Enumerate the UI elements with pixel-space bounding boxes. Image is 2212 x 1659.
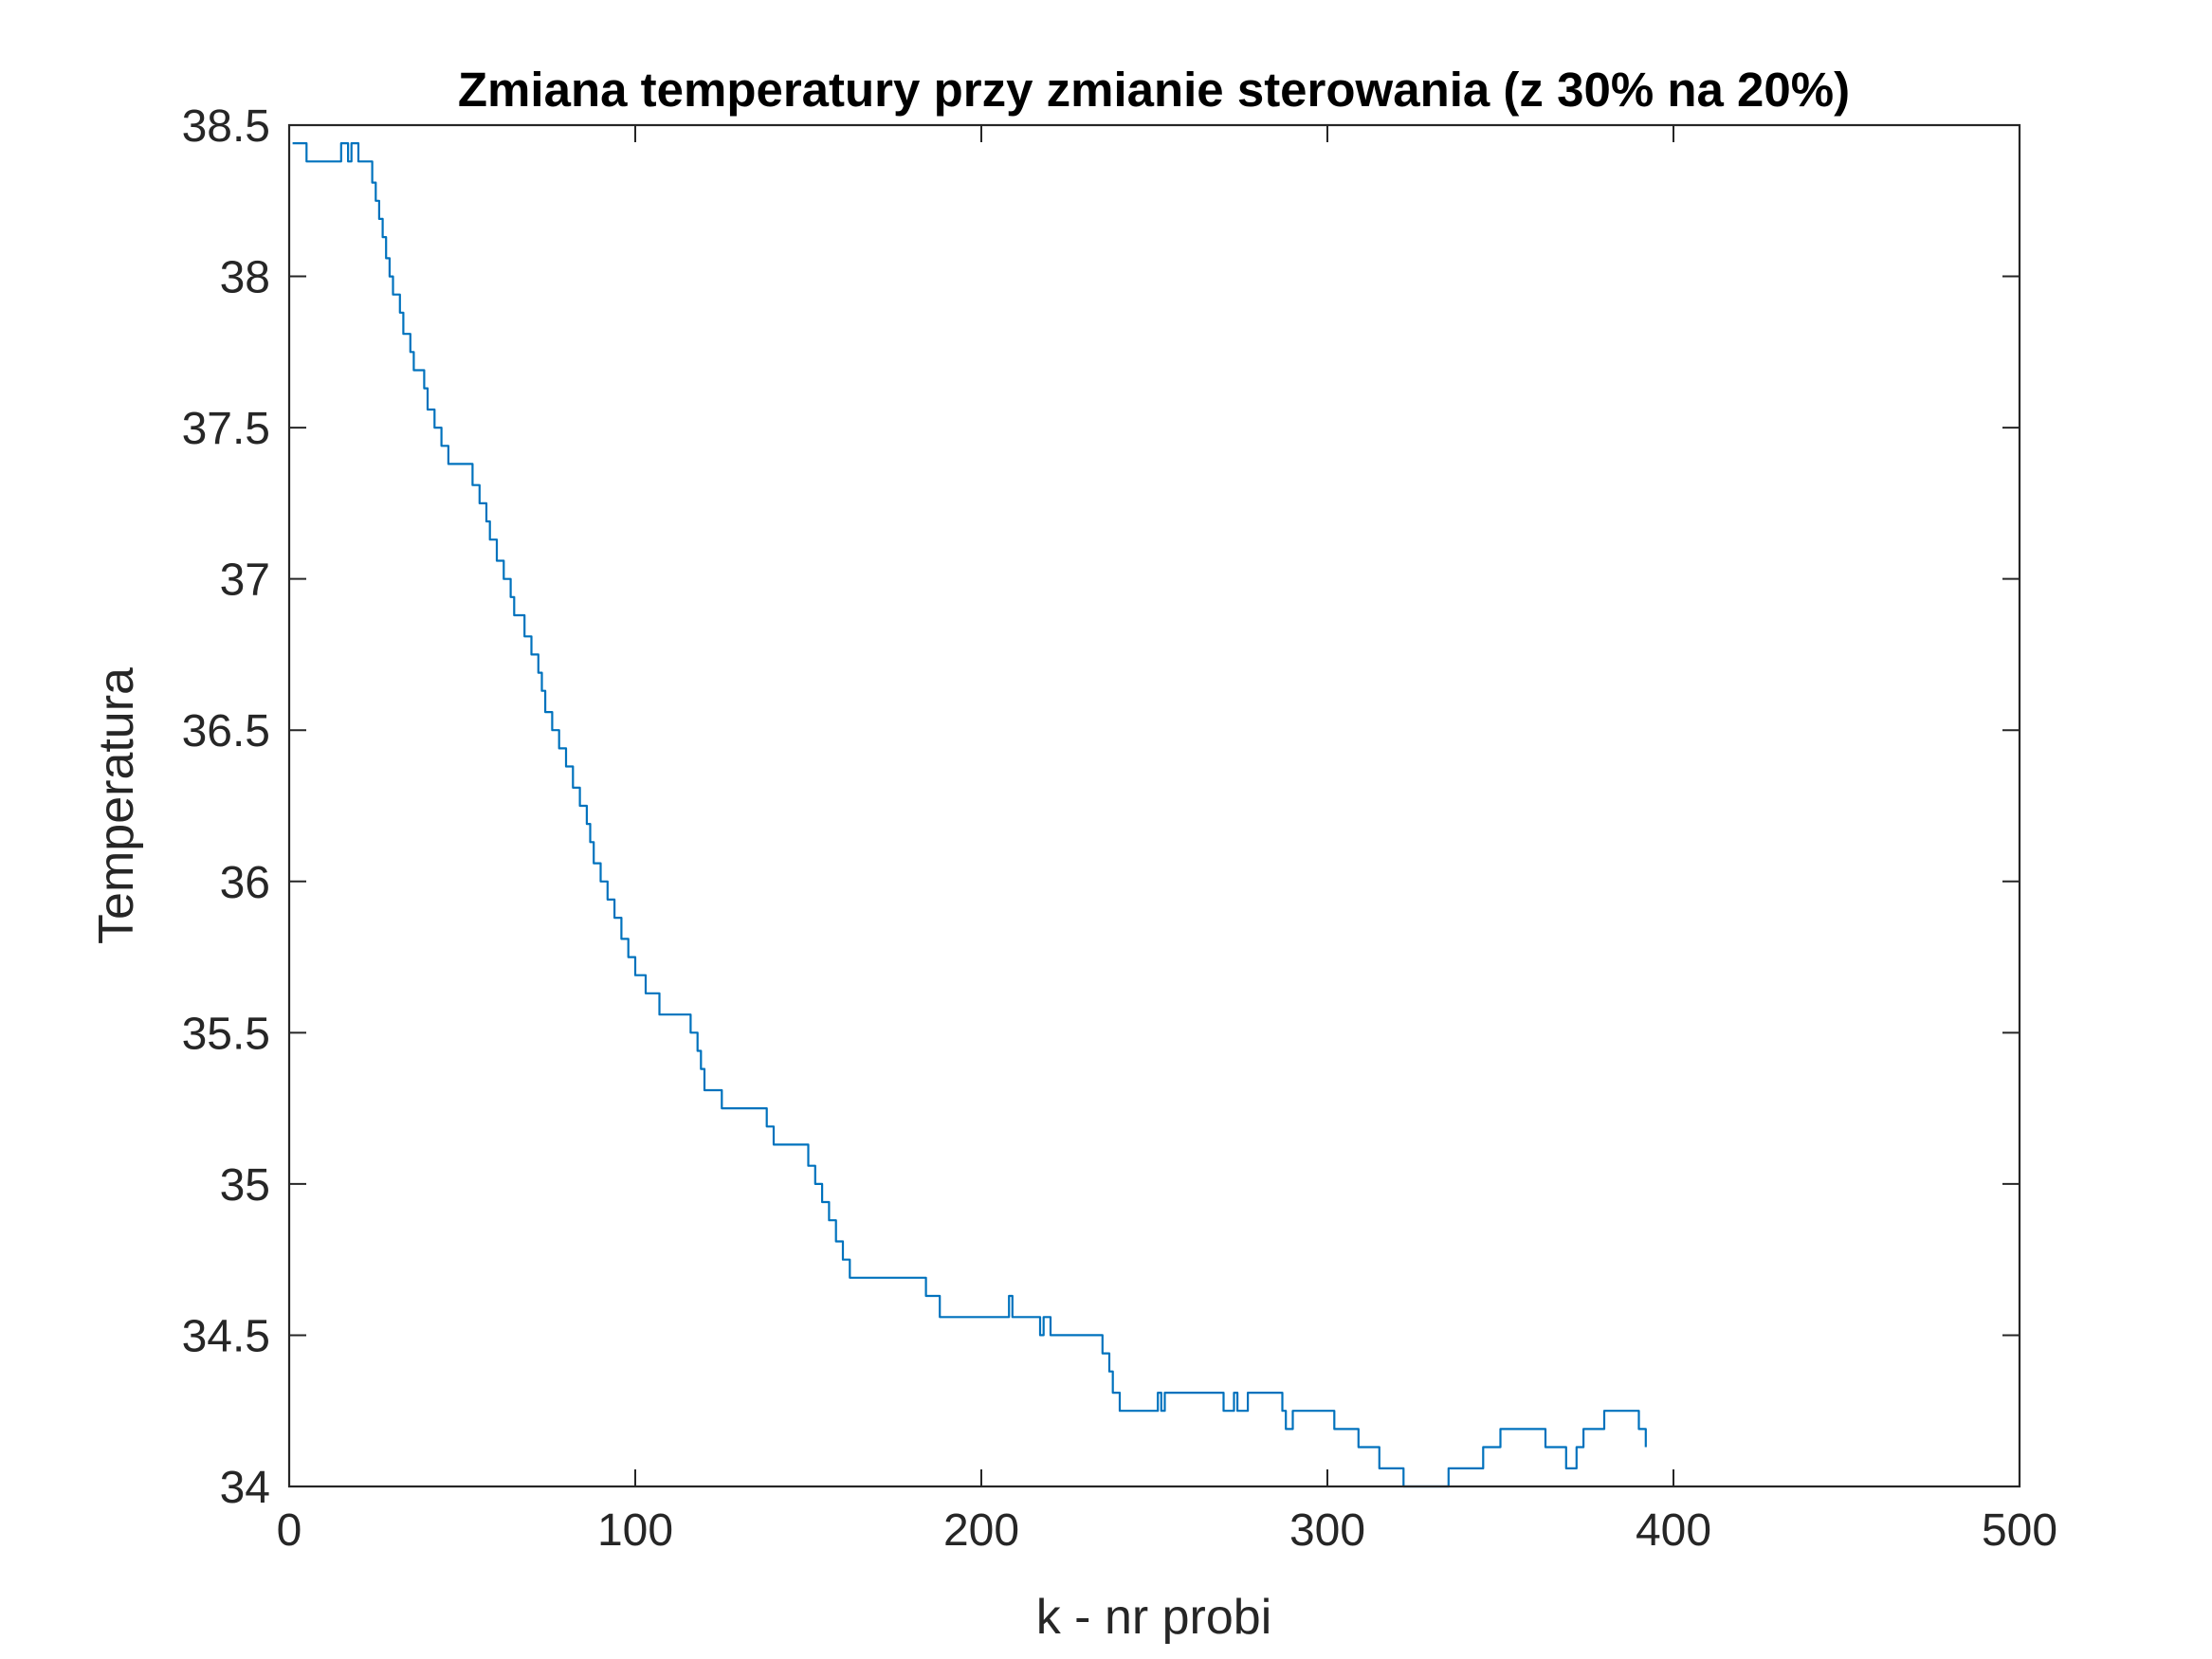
y-tick-label: 36.5 (182, 706, 270, 757)
series-line (292, 142, 1647, 1488)
y-axis-label: Temperatura (89, 667, 144, 944)
y-tick-label: 38.5 (182, 101, 270, 152)
x-tick-label: 500 (1982, 1505, 2057, 1556)
plot-area (289, 125, 2020, 1486)
x-tick-label: 100 (597, 1505, 673, 1556)
chart-title: Zmiana temperatury przy zmianie sterowan… (458, 63, 1850, 117)
x-tick-label: 200 (943, 1505, 1019, 1556)
y-tick-label: 34.5 (182, 1311, 270, 1361)
y-tick-label: 35 (220, 1160, 270, 1211)
x-tick-labels: 0 100 200 300 400 500 (277, 1505, 2057, 1556)
y-tick-label: 37.5 (182, 404, 270, 454)
x-axis-label: k - nr probi (1036, 1590, 1272, 1645)
x-tick-label: 0 (277, 1505, 302, 1556)
y-tick-label: 36 (220, 858, 270, 908)
y-tick-label: 37 (220, 556, 270, 606)
axes-box (287, 123, 2021, 1488)
y-tick-label: 34 (220, 1463, 270, 1513)
y-tick-labels: 34 34.5 35 35.5 36 36.5 37 37.5 38 38.5 (182, 101, 270, 1513)
y-tick-label: 38 (220, 253, 270, 303)
y-tick-label: 35.5 (182, 1009, 270, 1059)
data-series (292, 142, 1647, 1488)
x-tick-label: 400 (1636, 1505, 1711, 1556)
x-tick-label: 300 (1289, 1505, 1365, 1556)
